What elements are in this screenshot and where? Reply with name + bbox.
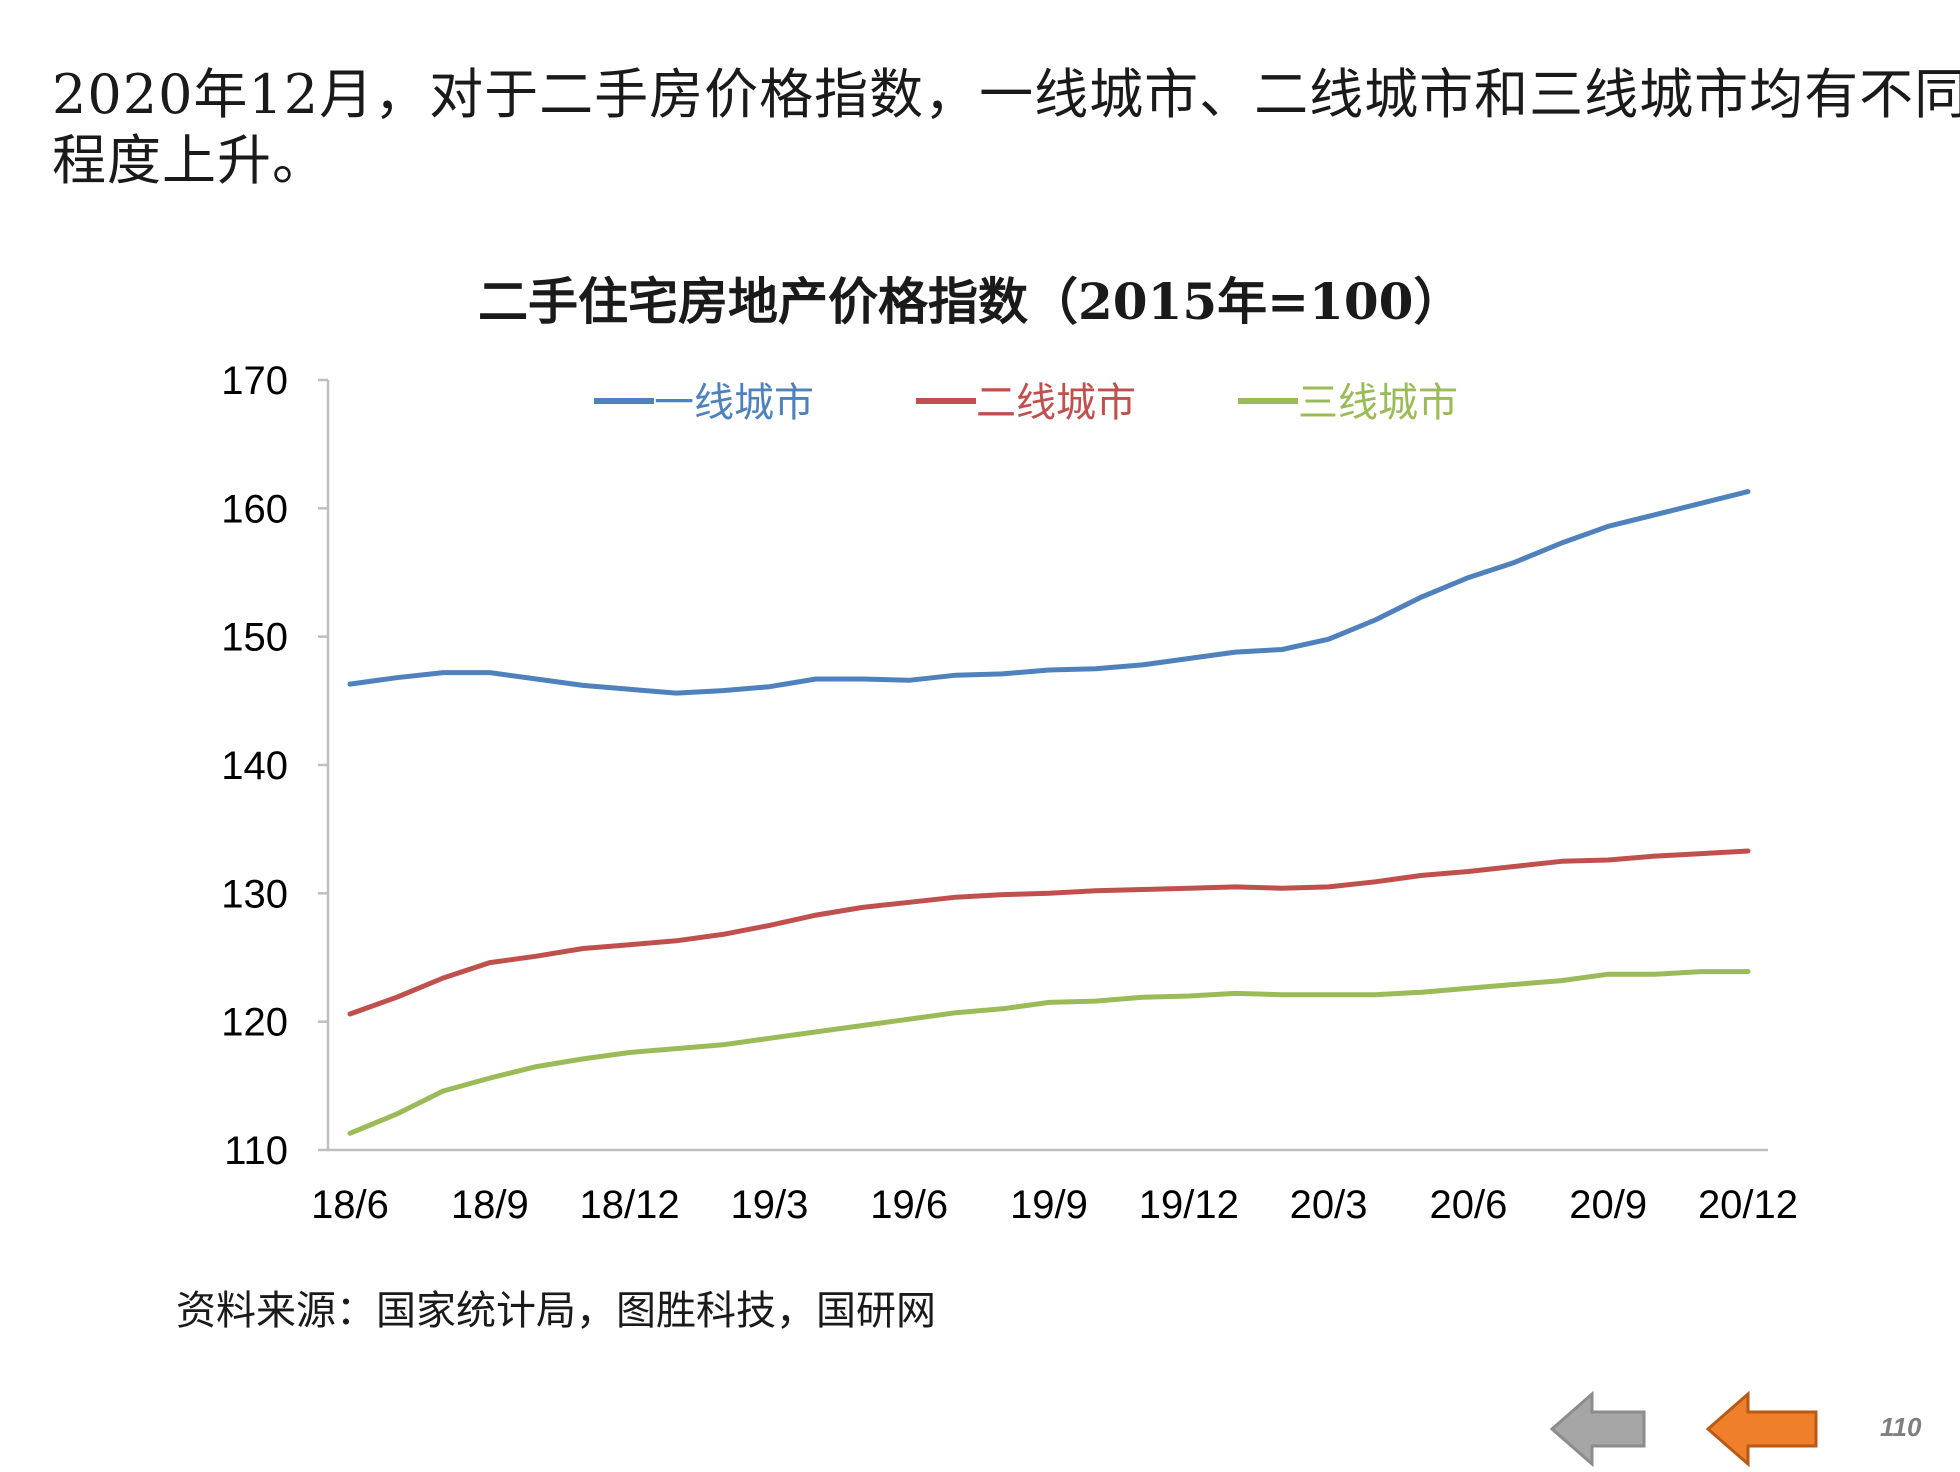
x-tick-label: 18/12 bbox=[580, 1183, 680, 1227]
prev-arrow-shape bbox=[1549, 1390, 1646, 1468]
x-tick-label: 18/9 bbox=[451, 1183, 529, 1227]
y-tick-label: 170 bbox=[221, 359, 288, 403]
x-tick-label: 19/3 bbox=[730, 1183, 808, 1227]
previous-page-button[interactable] bbox=[1549, 1390, 1646, 1472]
x-tick-label: 19/9 bbox=[1010, 1183, 1088, 1227]
y-tick-label: 120 bbox=[221, 1001, 288, 1045]
x-tick-label: 20/3 bbox=[1290, 1183, 1368, 1227]
next-page-button[interactable] bbox=[1705, 1390, 1818, 1472]
x-tick-label: 19/12 bbox=[1139, 1183, 1239, 1227]
next-arrow-shape bbox=[1705, 1390, 1818, 1468]
legend-label-1: 一线城市 bbox=[654, 380, 814, 426]
y-tick-label: 130 bbox=[221, 872, 288, 916]
arrow-left-gray-icon bbox=[1549, 1390, 1646, 1468]
y-tick-label: 150 bbox=[221, 616, 288, 660]
y-tick-label: 140 bbox=[221, 744, 288, 788]
source-note: 资料来源：国家统计局，图胜科技，国研网 bbox=[176, 1288, 936, 1334]
y-tick-label: 160 bbox=[221, 487, 288, 531]
chart-title: 二手住宅房地产价格指数（2015年=100） bbox=[478, 272, 1464, 331]
x-tick-label: 20/12 bbox=[1698, 1183, 1798, 1227]
legend-label-3: 三线城市 bbox=[1298, 380, 1458, 426]
page-number: 110 bbox=[1880, 1412, 1922, 1442]
x-tick-label: 20/9 bbox=[1569, 1183, 1647, 1227]
x-tick-label: 19/6 bbox=[870, 1183, 948, 1227]
series-line-1 bbox=[347, 489, 1751, 696]
arrow-left-orange-icon bbox=[1705, 1390, 1818, 1468]
y-tick-label: 110 bbox=[224, 1129, 288, 1173]
intro-line-2: 程度上升。 bbox=[52, 129, 327, 192]
intro-line-1: 2020年12月，对于二手房价格指数，一线城市、二线城市和三线城市均有不同 bbox=[52, 63, 1960, 126]
intro-text: 2020年12月，对于二手房价格指数，一线城市、二线城市和三线城市均有不同 程度… bbox=[52, 62, 1960, 194]
x-tick-label: 20/6 bbox=[1429, 1183, 1507, 1227]
x-tick-label: 18/6 bbox=[311, 1183, 389, 1227]
legend-label-2: 二线城市 bbox=[976, 380, 1136, 426]
series-line-2 bbox=[347, 848, 1751, 1017]
series-line-3 bbox=[347, 969, 1751, 1136]
